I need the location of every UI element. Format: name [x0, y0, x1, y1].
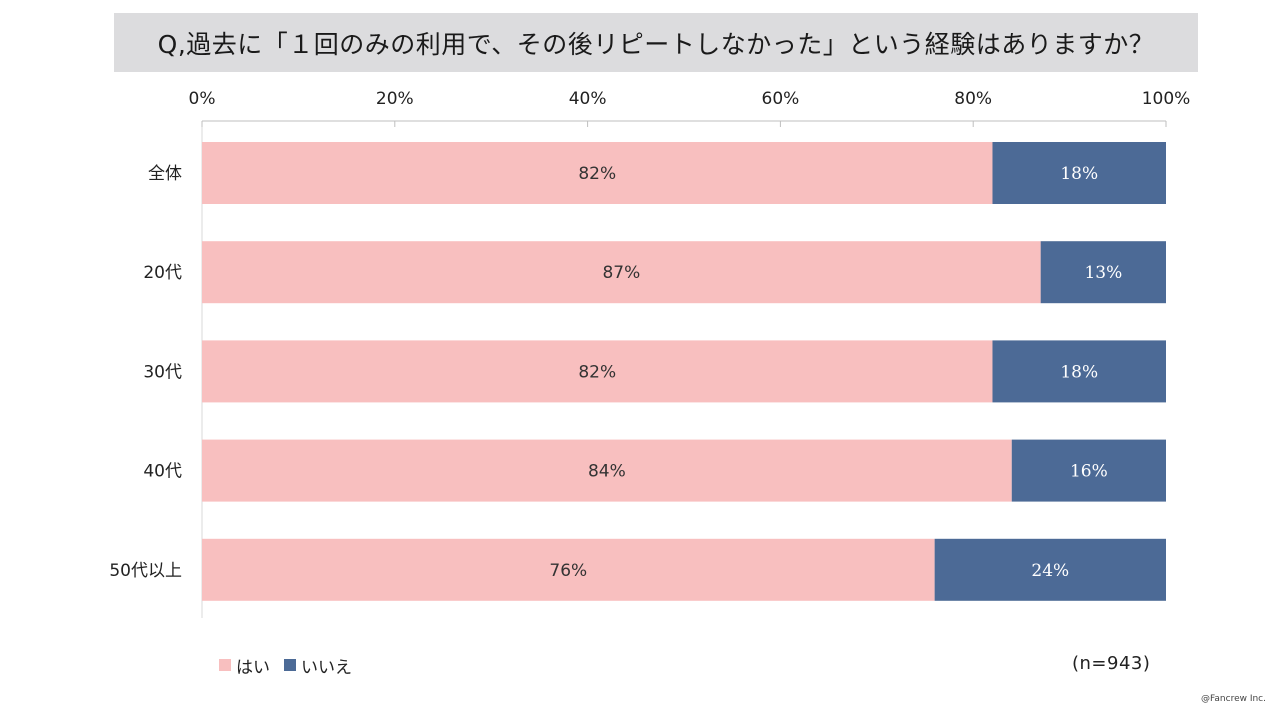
x-tick-label: 100% — [1142, 89, 1191, 109]
data-label-yes: 87% — [602, 263, 640, 283]
bar-no — [934, 538, 1166, 601]
bar-yes — [202, 241, 1041, 304]
data-label-no: 18% — [1060, 362, 1098, 382]
legend-swatch-no — [284, 659, 296, 671]
legend: はい いいえ — [219, 653, 366, 678]
legend-item-yes: はい — [219, 653, 270, 678]
data-label-yes: 82% — [578, 164, 616, 184]
x-tick-label: 0% — [189, 89, 216, 109]
chart-title: Q,過去に「１回のみの利用で、その後リピートしなかった」という経験はありますか？ — [114, 13, 1198, 72]
data-label-no: 18% — [1060, 164, 1098, 184]
category-label: 30代 — [143, 362, 182, 382]
data-label-yes: 76% — [549, 561, 587, 581]
x-tick-label: 80% — [954, 89, 992, 109]
x-tick-label: 60% — [762, 89, 800, 109]
legend-label-no: いいえ — [301, 657, 352, 678]
legend-label-yes: はい — [236, 657, 270, 678]
data-label-no: 16% — [1070, 462, 1108, 482]
category-label: 全体 — [148, 164, 182, 184]
category-label: 50代以上 — [109, 561, 182, 581]
category-label: 40代 — [143, 462, 182, 482]
data-label-yes: 84% — [588, 462, 626, 482]
x-tick-label: 40% — [569, 89, 607, 109]
legend-swatch-yes — [219, 659, 231, 671]
data-label-yes: 82% — [578, 362, 616, 382]
bar-yes — [202, 439, 1012, 502]
copyright: @Fancrew Inc. — [1201, 694, 1266, 704]
bar-no — [992, 340, 1166, 403]
bar-yes — [202, 538, 935, 601]
bar-no — [992, 142, 1166, 204]
sample-size: (n=943) — [1072, 653, 1151, 674]
x-tick-label: 20% — [376, 89, 414, 109]
bar-yes — [202, 340, 993, 403]
legend-item-no: いいえ — [284, 653, 352, 678]
data-label-no: 13% — [1084, 263, 1122, 283]
data-label-no: 24% — [1031, 561, 1069, 581]
bar-yes — [202, 142, 993, 204]
category-label: 20代 — [143, 263, 182, 283]
bar-no — [1011, 439, 1166, 502]
bar-no — [1040, 241, 1166, 304]
